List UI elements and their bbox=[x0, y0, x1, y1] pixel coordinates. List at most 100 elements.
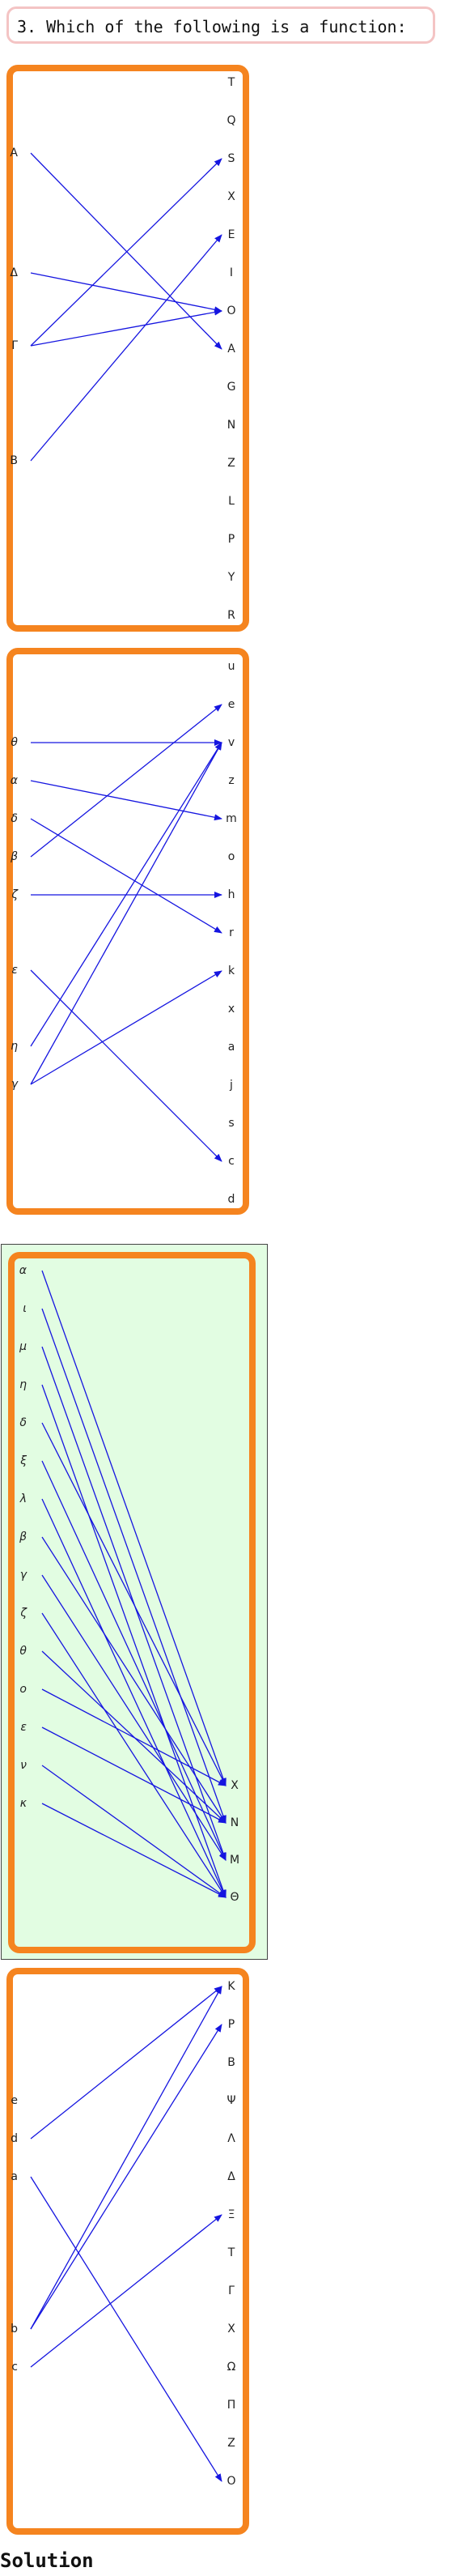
right-label: s bbox=[228, 1117, 234, 1130]
mapping-arrow bbox=[41, 1498, 226, 1898]
left-label: δ bbox=[19, 1416, 27, 1429]
left-label: c bbox=[11, 2361, 18, 2374]
right-label: Δ bbox=[227, 2170, 235, 2183]
mapping-arrow bbox=[41, 1270, 226, 1786]
right-label: e bbox=[228, 698, 235, 711]
right-label: B bbox=[227, 2056, 235, 2069]
option-box-1[interactable] bbox=[6, 65, 249, 632]
mapping-arrow bbox=[30, 780, 222, 821]
right-label: N bbox=[227, 419, 235, 432]
mapping-arrow bbox=[41, 1384, 226, 1898]
left-label: ι bbox=[23, 1302, 27, 1315]
right-label: I bbox=[230, 266, 233, 279]
mapping-arrow bbox=[30, 1986, 222, 2330]
mapping-arrow bbox=[30, 742, 222, 1085]
right-label: Γ bbox=[228, 2284, 235, 2297]
right-label: m bbox=[226, 812, 237, 825]
highlighted-option-panel bbox=[1, 1244, 268, 1960]
mapping-arrow bbox=[30, 152, 222, 350]
right-label: Ω bbox=[227, 2361, 236, 2374]
left-label: η bbox=[19, 1378, 27, 1391]
mapping-arrow bbox=[30, 704, 222, 858]
question-box: 3. Which of the following is a function: bbox=[6, 6, 435, 44]
left-label: β bbox=[19, 1531, 27, 1543]
mapping-arrow bbox=[30, 234, 222, 462]
mapping-arrow bbox=[30, 272, 222, 313]
right-label: G bbox=[227, 381, 236, 394]
question-text: 3. Which of the following is a function: bbox=[17, 17, 407, 36]
right-label: v bbox=[228, 736, 235, 749]
mapping-arrow bbox=[41, 1765, 226, 1898]
right-label: j bbox=[229, 1079, 233, 1092]
left-label: κ bbox=[20, 1797, 28, 1810]
mapping-arrow bbox=[30, 970, 222, 1085]
right-label: X bbox=[227, 190, 235, 203]
mapping-arrow bbox=[30, 742, 222, 1047]
right-label: z bbox=[228, 774, 234, 787]
right-label: O bbox=[226, 2475, 235, 2488]
mapping-arrow bbox=[41, 1460, 226, 1861]
option-box-4[interactable] bbox=[6, 1968, 249, 2535]
left-label: ε bbox=[20, 1721, 27, 1734]
left-label: ζ bbox=[19, 1607, 28, 1620]
right-label: c bbox=[228, 1155, 235, 1168]
mapping-arrow bbox=[30, 1986, 222, 2140]
right-label: L bbox=[228, 495, 235, 508]
right-label: K bbox=[227, 1980, 235, 1993]
left-label: θ bbox=[11, 736, 18, 749]
right-label: x bbox=[228, 1003, 235, 1015]
left-label: ε bbox=[11, 964, 18, 977]
left-label: β bbox=[10, 850, 18, 863]
mapping-arrow bbox=[41, 1308, 226, 1824]
option-box-3[interactable] bbox=[8, 1252, 256, 1953]
right-label: T bbox=[227, 76, 235, 89]
mapping-arrow bbox=[41, 1574, 226, 1861]
left-label: ν bbox=[20, 1759, 27, 1772]
left-label: ο bbox=[19, 1683, 27, 1696]
mapping-arrow bbox=[30, 2176, 222, 2482]
left-label: ξ bbox=[19, 1454, 27, 1467]
right-label: d bbox=[228, 1193, 235, 1206]
left-label: d bbox=[11, 2132, 18, 2145]
mapping-arrow bbox=[30, 158, 222, 347]
option-box-2[interactable] bbox=[6, 648, 249, 1215]
mapping-arrow bbox=[30, 818, 222, 934]
right-label: k bbox=[228, 964, 235, 977]
right-label: Θ bbox=[230, 1891, 239, 1904]
left-label: η bbox=[11, 1040, 18, 1053]
left-label: γ bbox=[20, 1569, 28, 1582]
mapping-arrow bbox=[41, 1727, 226, 1824]
right-label: r bbox=[229, 926, 234, 939]
mapping-arrow bbox=[30, 2024, 222, 2330]
left-label: α bbox=[19, 1264, 28, 1277]
right-label: M bbox=[230, 1854, 239, 1867]
left-label: Δ bbox=[10, 266, 18, 279]
left-label: B bbox=[10, 454, 18, 467]
left-label: λ bbox=[19, 1492, 27, 1505]
left-label: θ bbox=[19, 1645, 27, 1658]
left-label: δ bbox=[11, 812, 18, 825]
right-label: N bbox=[231, 1816, 239, 1829]
right-label: A bbox=[227, 343, 235, 356]
mapping-arrow bbox=[30, 309, 222, 347]
left-label: A bbox=[10, 147, 18, 160]
right-label: Z bbox=[227, 457, 235, 470]
right-label: X bbox=[227, 2323, 235, 2335]
left-label: a bbox=[11, 2170, 18, 2183]
left-label: γ bbox=[11, 1078, 19, 1091]
mapping-arrow bbox=[41, 1422, 226, 1786]
right-label: X bbox=[231, 1779, 239, 1792]
right-label: T bbox=[227, 2246, 235, 2259]
right-label: h bbox=[228, 888, 235, 901]
right-label: u bbox=[228, 660, 235, 673]
left-label: μ bbox=[19, 1340, 27, 1353]
right-label: Ψ bbox=[226, 2094, 235, 2107]
mapping-arrow bbox=[30, 2214, 222, 2368]
mapping-arrow bbox=[41, 1803, 226, 1898]
mapping-arrow bbox=[41, 1612, 226, 1898]
left-label: e bbox=[11, 2094, 18, 2107]
right-label: Π bbox=[227, 2399, 236, 2412]
right-label: P bbox=[228, 533, 235, 546]
right-label: Z bbox=[227, 2437, 235, 2450]
